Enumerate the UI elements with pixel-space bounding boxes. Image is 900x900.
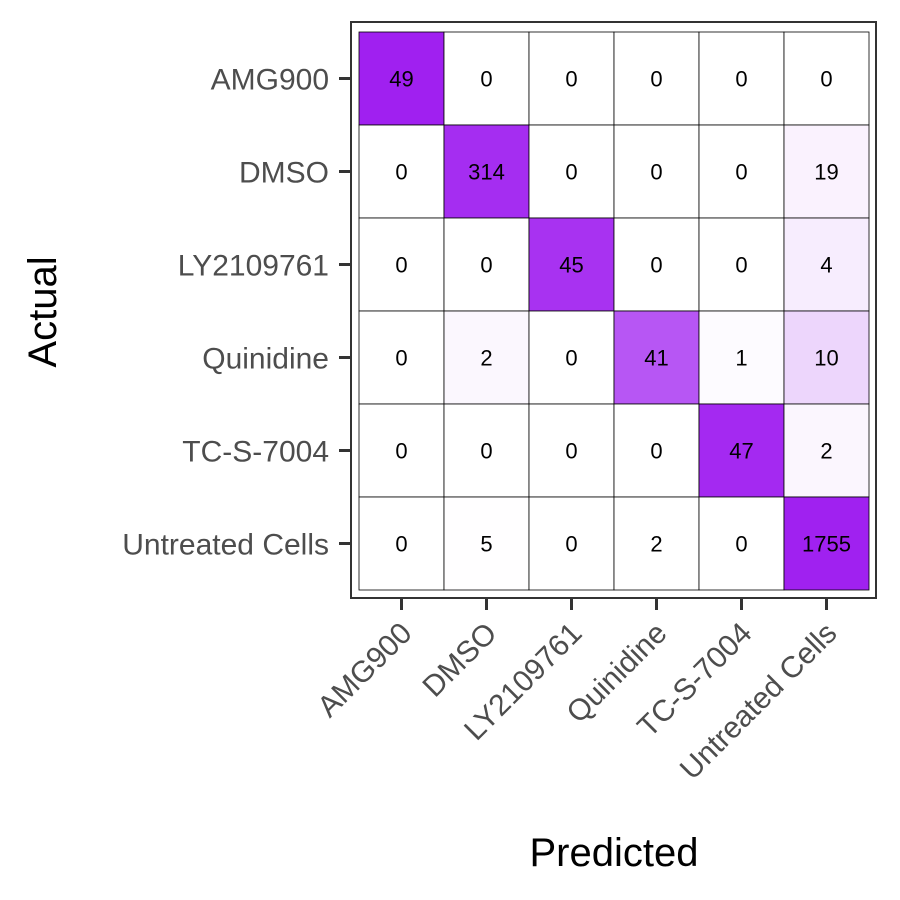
heatmap-cell bbox=[528, 217, 615, 312]
heatmap-cell bbox=[698, 496, 785, 591]
x-axis: AMG900DMSOLY2109761QuinidineTC-S-7004Unt… bbox=[311, 598, 843, 786]
heatmap-cell bbox=[698, 124, 785, 219]
cell-value-label: 0 bbox=[565, 439, 577, 464]
heatmap-cell bbox=[528, 403, 615, 498]
heatmap-cell bbox=[443, 31, 530, 126]
cell-value-label: 1755 bbox=[802, 532, 851, 557]
heatmap-cell bbox=[613, 403, 700, 498]
cell-value-label: 0 bbox=[735, 160, 747, 185]
cell-value-label: 0 bbox=[735, 532, 747, 557]
cell-value-label: 47 bbox=[729, 439, 753, 464]
cell-value-label: 0 bbox=[650, 253, 662, 278]
y-tick-label: Untreated Cells bbox=[122, 529, 329, 562]
cell-value-label: 41 bbox=[644, 346, 668, 371]
cell-value-label: 2 bbox=[650, 532, 662, 557]
heatmap-cell bbox=[698, 217, 785, 312]
cell-value-label: 0 bbox=[650, 67, 662, 92]
cell-value-label: 1 bbox=[735, 346, 747, 371]
cell-value-label: 2 bbox=[820, 439, 832, 464]
heatmap-cell bbox=[783, 403, 870, 498]
heatmap-cell bbox=[613, 31, 700, 126]
x-tick-label: Untreated Cells bbox=[674, 617, 844, 787]
cell-value-label: 4 bbox=[820, 253, 832, 278]
heatmap-cells: 49 0 0 0 0 0 0 314 0 0 0 19 0 0 45 0 0 4 0 2 0 41 1 10 0 0 0 0 47 2 0 5… bbox=[358, 31, 870, 591]
heatmap-cell bbox=[443, 403, 530, 498]
x-tick-label: AMG900 bbox=[311, 617, 418, 724]
cell-value-label: 0 bbox=[735, 253, 747, 278]
heatmap-cell bbox=[443, 310, 530, 405]
x-axis-title: Predicted bbox=[530, 831, 699, 875]
y-tick-label: DMSO bbox=[239, 157, 329, 190]
heatmap-cell bbox=[783, 496, 870, 591]
cell-value-label: 314 bbox=[468, 160, 505, 185]
y-tick-label: TC-S-7004 bbox=[182, 436, 329, 469]
heatmap-cell bbox=[783, 124, 870, 219]
cell-value-label: 0 bbox=[650, 439, 662, 464]
cell-value-label: 0 bbox=[480, 67, 492, 92]
y-tick-label: Quinidine bbox=[202, 343, 329, 376]
cell-value-label: 19 bbox=[814, 160, 838, 185]
heatmap-cell bbox=[698, 31, 785, 126]
cell-value-label: 10 bbox=[814, 346, 838, 371]
cell-value-label: 0 bbox=[565, 67, 577, 92]
heatmap-cell bbox=[358, 217, 445, 312]
heatmap-cell bbox=[783, 217, 870, 312]
cell-value-label: 0 bbox=[480, 253, 492, 278]
cell-value-label: 0 bbox=[480, 439, 492, 464]
heatmap-cell bbox=[358, 31, 445, 126]
cell-value-label: 0 bbox=[395, 346, 407, 371]
cell-value-label: 49 bbox=[389, 67, 413, 92]
y-tick-label: AMG900 bbox=[211, 64, 329, 97]
y-axis: AMG900 DMSO LY2109761 Quinidine TC-S-7004 Unt… bbox=[122, 64, 351, 562]
heatmap-cell bbox=[783, 310, 870, 405]
cell-value-label: 0 bbox=[395, 532, 407, 557]
cell-value-label: 0 bbox=[820, 67, 832, 92]
cell-value-label: 0 bbox=[735, 67, 747, 92]
cell-value-label: 0 bbox=[395, 439, 407, 464]
heatmap-cell bbox=[528, 31, 615, 126]
heatmap-cell bbox=[443, 217, 530, 312]
heatmap-cell bbox=[528, 310, 615, 405]
cell-value-label: 0 bbox=[565, 160, 577, 185]
cell-value-label: 0 bbox=[650, 160, 662, 185]
heatmap-cell bbox=[358, 124, 445, 219]
heatmap-cell bbox=[528, 496, 615, 591]
cell-value-label: 0 bbox=[395, 160, 407, 185]
cell-value-label: 0 bbox=[565, 532, 577, 557]
cell-value-label: 0 bbox=[565, 346, 577, 371]
cell-value-label: 0 bbox=[395, 253, 407, 278]
heatmap-cell bbox=[613, 217, 700, 312]
cell-value-label: 45 bbox=[559, 253, 583, 278]
cell-value-label: 5 bbox=[480, 532, 492, 557]
heatmap-cell bbox=[528, 124, 615, 219]
cell-value-label: 2 bbox=[480, 346, 492, 371]
y-axis-title: Actual bbox=[21, 256, 65, 367]
heatmap-cell bbox=[613, 496, 700, 591]
heatmap-cell bbox=[613, 310, 700, 405]
heatmap-cell bbox=[358, 310, 445, 405]
y-tick-label: LY2109761 bbox=[178, 250, 329, 283]
